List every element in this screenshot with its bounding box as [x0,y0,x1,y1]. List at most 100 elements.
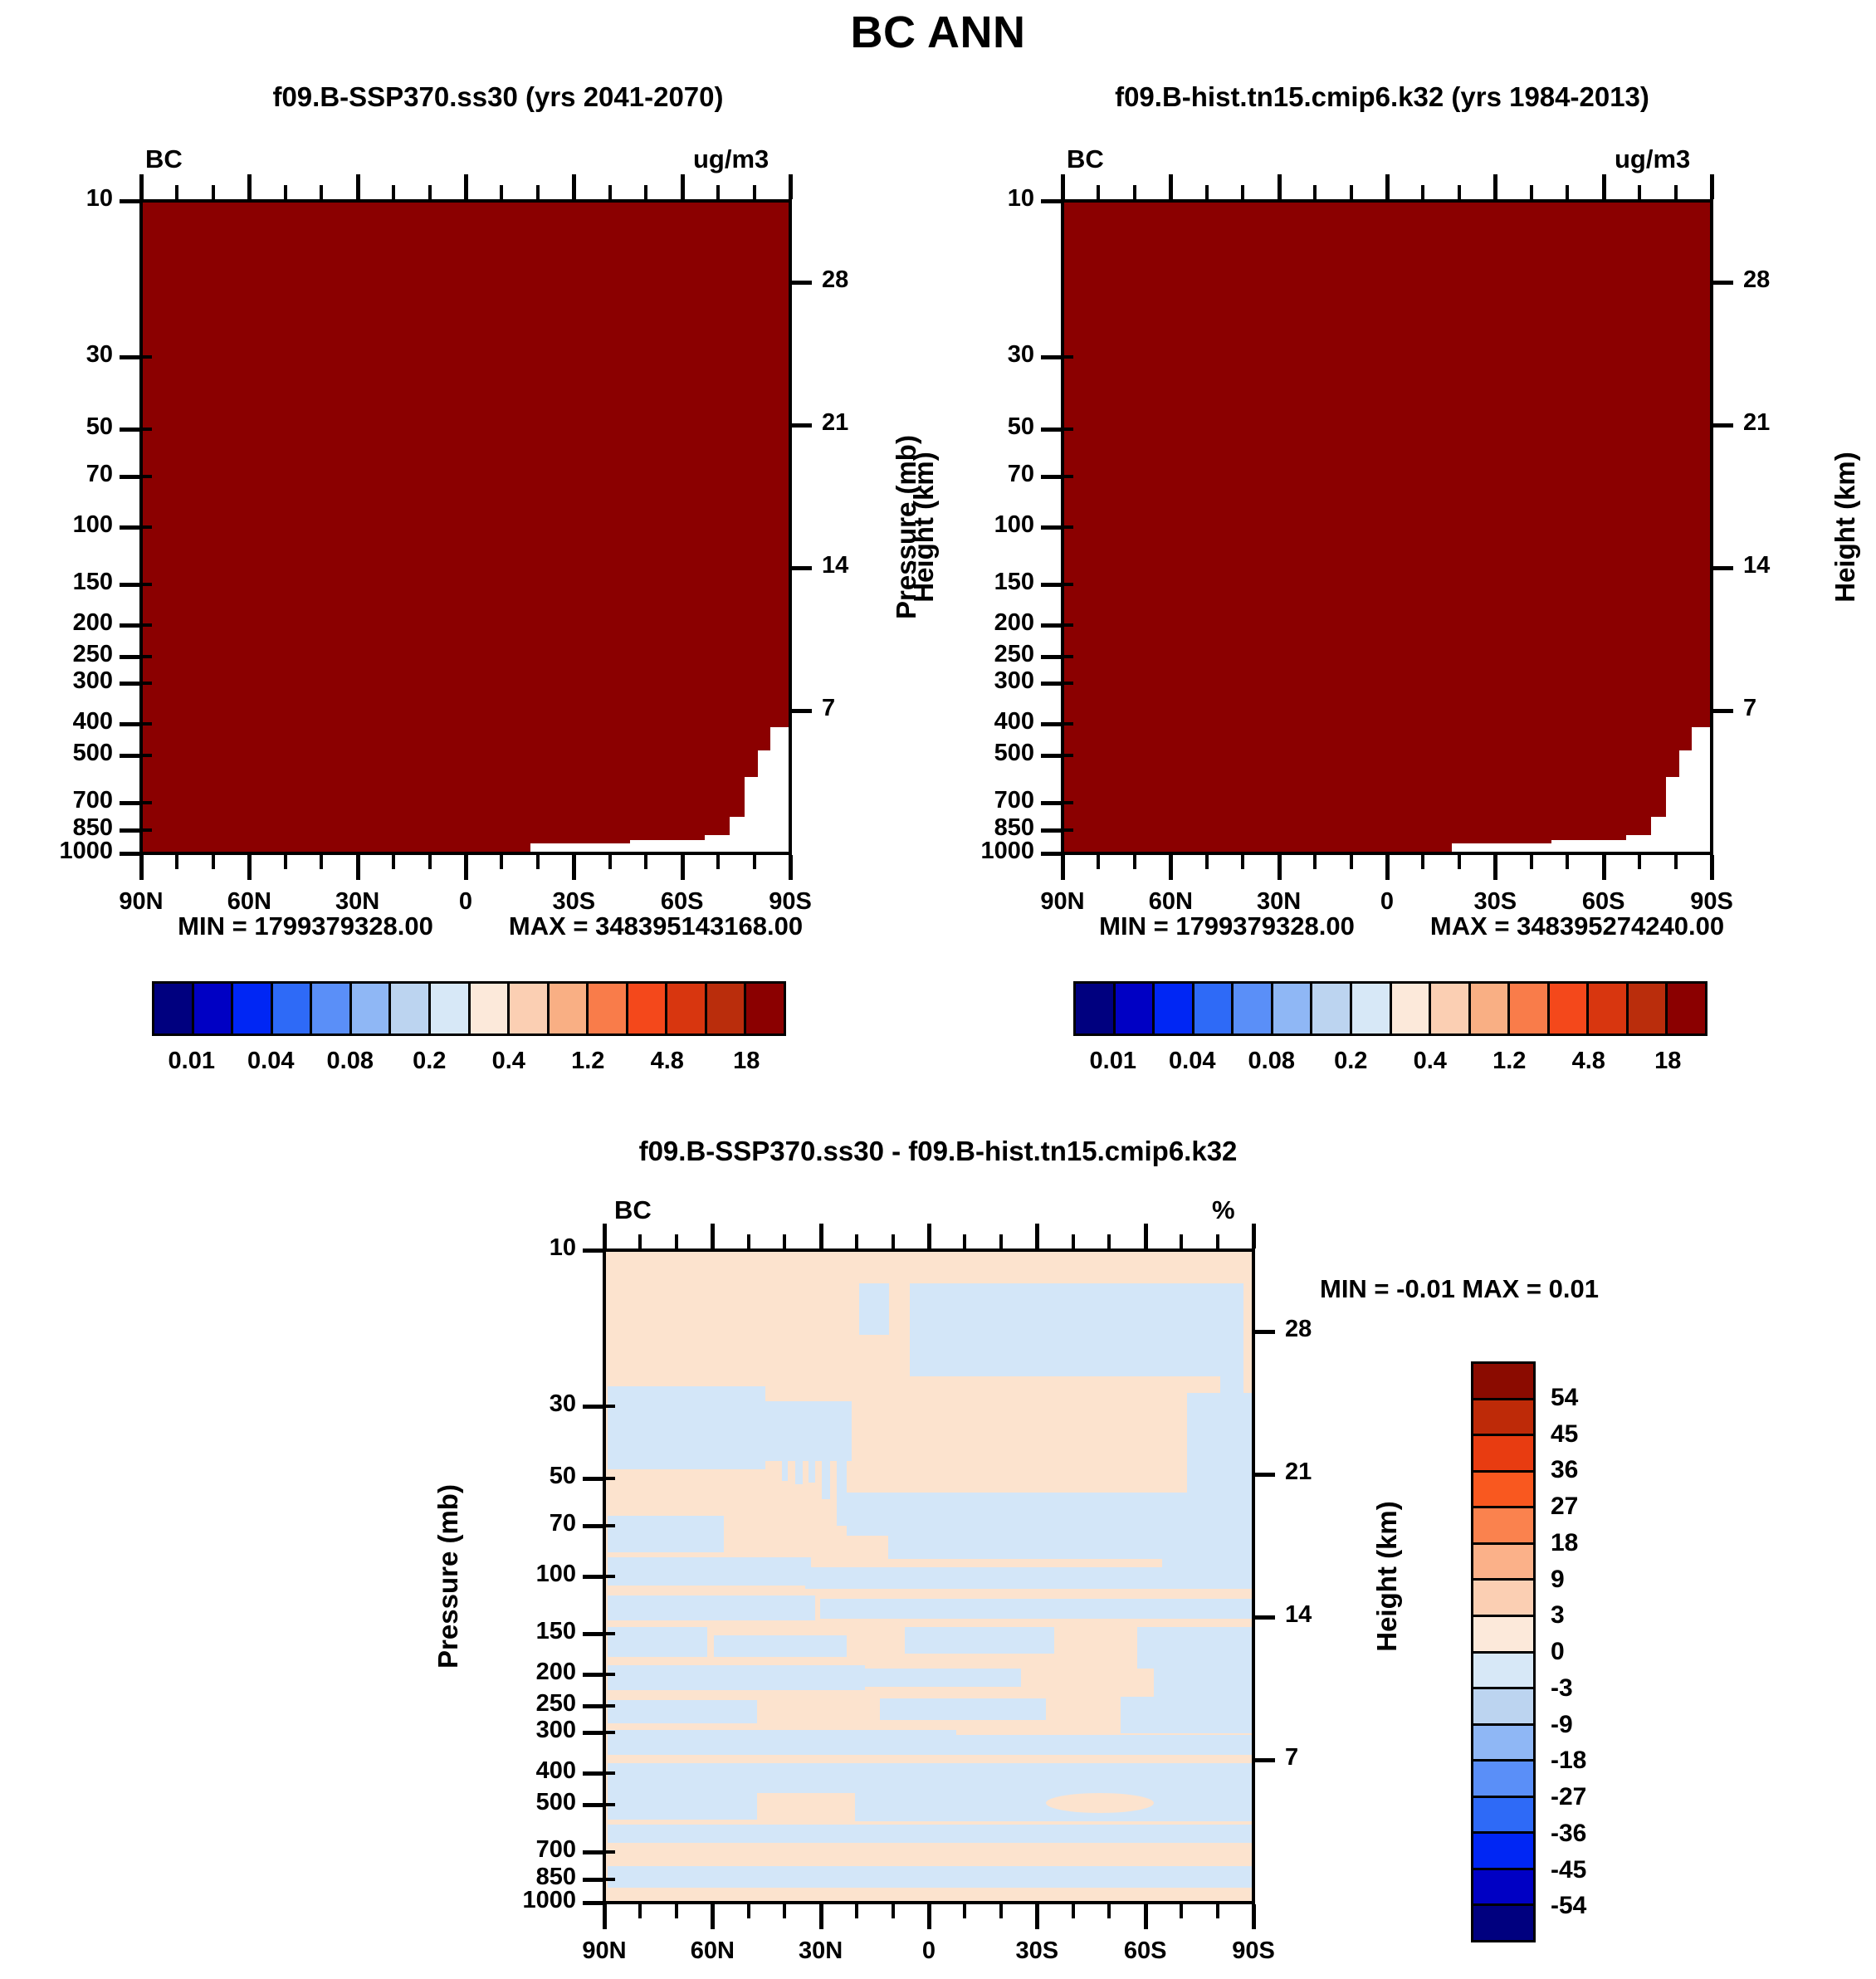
pressure-tick [120,475,139,480]
minmax-top-left-max: MAX = 348395143168.00 [508,911,804,941]
latitude-minor-tick [855,1904,859,1918]
latitude-top-minor-tick [1349,185,1353,199]
contour-band-negative [714,1635,847,1657]
colorbar-cell [746,984,784,1033]
contour-band-negative [888,1526,1170,1559]
colorbar-tick-label: 27 [1551,1493,1579,1520]
height-tick-label: 28 [822,266,849,294]
colorbar-cell [1473,1653,1533,1690]
colorbar-cell [589,984,628,1033]
latitude-minor-tick [638,1904,642,1918]
pressure-tick [120,354,139,359]
minmax-difference: MIN = -0.01 MAX = 0.01 [1320,1274,1599,1303]
height-tick-label: 7 [1743,695,1757,722]
plot-top-left[interactable] [139,199,792,855]
contour-band-negative [608,1595,815,1620]
colorbar-cell [1473,1581,1533,1617]
height-tick [1713,423,1733,428]
colorbar-cell [351,984,392,1033]
latitude-top-minor-tick [211,185,215,199]
latitude-minor-tick [535,855,540,869]
plot-top-right[interactable] [1061,199,1713,855]
latitude-minor-tick [211,855,215,869]
contour-band-negative [608,1557,811,1586]
pressure-minor-tick [1064,583,1073,587]
latitude-tick [789,855,793,880]
latitude-top-minor-tick [1132,185,1136,199]
colorbar-tick-label: 0.01 [168,1048,215,1074]
pressure-tick-label: 30 [549,1390,576,1417]
latitude-tick [1710,855,1714,880]
colorbar-cell [1473,1725,1533,1762]
pressure-tick [583,1575,603,1579]
contour-fill-saturated [1064,203,1710,852]
latitude-tick [711,1904,716,1929]
height-tick [792,281,812,286]
terrain-mask-step [1692,727,1710,852]
pressure-tick-label: 1000 [980,838,1034,864]
colorbar-top-left[interactable] [152,981,786,1036]
latitude-top-minor-tick [1180,1234,1184,1248]
colorbar-top-right[interactable] [1073,981,1707,1036]
plot-difference[interactable] [603,1248,1255,1904]
panel-varlabel-diff: BC [614,1195,652,1224]
colorbar-tick-label: -3 [1551,1674,1573,1702]
panel-title-top-right: f09.B-hist.tn15.cmip6.k32 (yrs 1984-2013… [1115,81,1649,112]
colorbar-cell [1115,984,1155,1033]
colorbar-tick-label: 0.4 [491,1048,525,1074]
contour-band-negative [910,1283,1238,1376]
latitude-top-minor-tick [175,185,179,199]
latitude-minor-tick [1566,855,1570,869]
pressure-tick [120,721,139,726]
latitude-top-tick [572,174,577,199]
latitude-minor-tick [1313,855,1317,869]
height-tick-label: 21 [1285,1459,1312,1486]
pressure-tick-label: 400 [72,707,113,735]
latitude-minor-tick [1421,855,1425,869]
pressure-tick [583,1850,603,1855]
height-tick [1713,566,1733,571]
pressure-tick-label: 300 [994,667,1034,694]
latitude-top-tick [1601,174,1606,199]
pressure-minor-tick [1064,801,1073,805]
contour-band-negative [608,1866,1252,1888]
colorbar-cell [1234,984,1273,1033]
contour-band-negative [1187,1393,1252,1501]
colorbar-tick-label: -45 [1551,1855,1587,1884]
colorbar-difference[interactable] [1471,1361,1536,1942]
contour-band-negative [608,1763,1252,1793]
latitude-top-tick [1493,174,1498,199]
pressure-tick-label: 700 [994,787,1034,814]
colorbar-tick-label: 9 [1551,1565,1565,1593]
terrain-mask-step [1626,835,1651,852]
latitude-tick-label: 90N [1040,888,1085,915]
latitude-top-minor-tick [500,185,504,199]
minmax-top-right-max: MAX = 348395274240.00 [1429,911,1725,941]
yaxis-title-difference: Pressure (mb) [432,1484,463,1669]
colorbar-cell [233,984,273,1033]
contour-band-negative [608,1791,757,1820]
colorbar-cell [1510,984,1550,1033]
latitude-minor-tick [283,855,287,869]
pressure-tick [1041,427,1061,432]
latitude-tick [1035,1904,1040,1929]
pressure-tick-label: 10 [1007,185,1034,212]
height-tick-label: 28 [1743,266,1771,294]
colorbar-cell [1194,984,1234,1033]
latitude-top-minor-tick [752,185,756,199]
pressure-tick [120,753,139,758]
latitude-top-minor-tick [891,1234,895,1248]
terrain-mask-step [1551,840,1626,852]
latitude-minor-tick [752,855,756,869]
minmax-top-left-min: MIN = 1799379328.00 [178,911,433,941]
pressure-tick [583,1878,603,1883]
latitude-top-tick [464,174,468,199]
colorbar-cell [1473,1762,1533,1798]
panel-unitlabel-top-right: ug/m3 [1615,144,1691,173]
latitude-tick-label: 60N [227,888,271,915]
pressure-tick [1041,354,1061,359]
colorbar-cell [1473,1616,1533,1654]
height-tick [792,566,812,571]
pressure-minor-tick [606,1248,615,1252]
terrain-mask-step [530,843,630,852]
